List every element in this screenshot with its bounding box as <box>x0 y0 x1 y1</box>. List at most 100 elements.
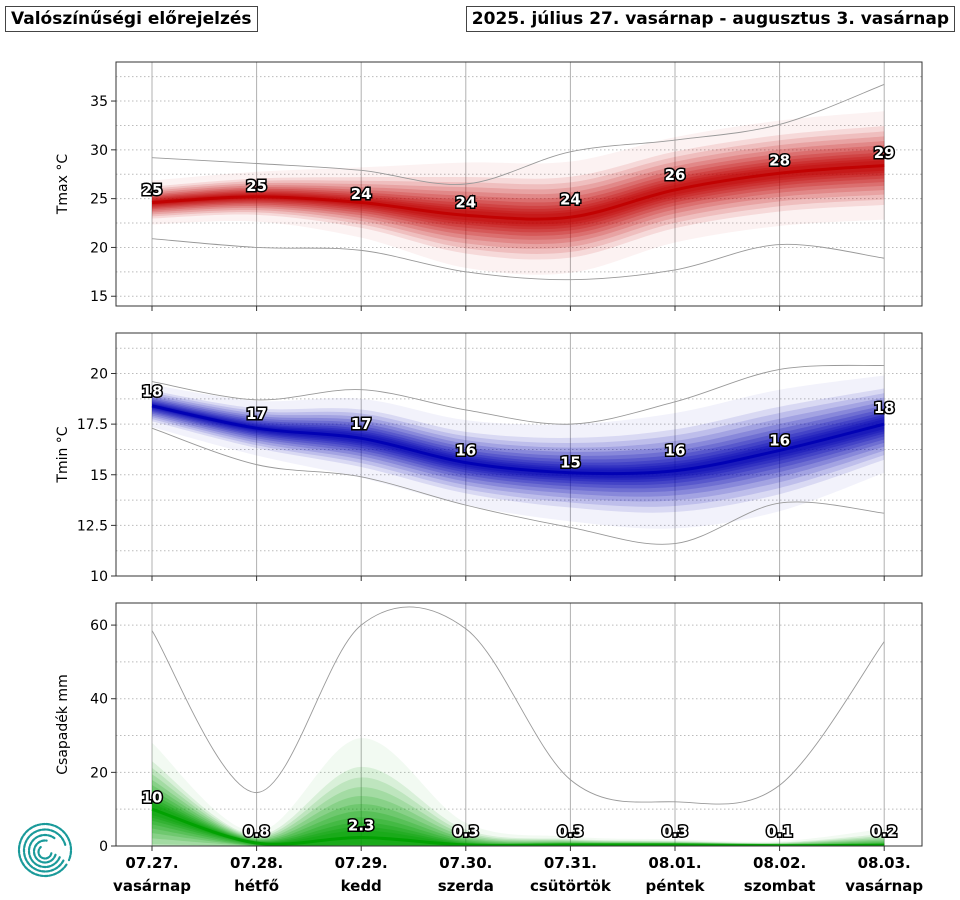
x-date-label: 07.31. <box>544 854 597 872</box>
x-date-label: 08.01. <box>648 854 701 872</box>
series-tmin <box>151 364 885 545</box>
y-tick-label: 35 <box>90 94 108 110</box>
y-axis-label: Tmin °C <box>55 426 71 483</box>
data-label: 18 <box>142 383 163 401</box>
probability-band <box>152 126 885 260</box>
y-tick-label: 25 <box>90 192 108 208</box>
y-tick-label: 60 <box>90 618 108 634</box>
probability-band <box>152 403 885 480</box>
logo-arc <box>32 839 57 864</box>
probability-band <box>152 140 885 245</box>
y-tick-label: 20 <box>90 765 108 781</box>
probability-band <box>152 789 885 846</box>
plot-frame <box>115 332 923 577</box>
band-haze <box>152 738 885 846</box>
plot-frame <box>115 602 923 847</box>
data-label: 0.2 <box>871 822 898 840</box>
probability-band <box>152 794 885 846</box>
logo-arc <box>22 828 67 873</box>
plot-area <box>116 603 922 846</box>
series-precip <box>151 606 885 846</box>
probability-band <box>152 160 885 225</box>
median-line <box>151 163 885 221</box>
x-day-label: csütörtök <box>530 877 612 895</box>
data-label: 18 <box>874 399 895 417</box>
panel-precip: 0 20 40 60 Csapadék mm 10 0.8 2.3 0.3 0.3 0.3 0.1 0.… <box>55 602 923 855</box>
logo-arc <box>37 845 53 860</box>
x-day-label: vasárnap <box>113 877 191 895</box>
y-tick-label: 17.5 <box>77 417 108 433</box>
x-date-label: 07.28. <box>230 854 283 872</box>
plot-area <box>116 333 922 576</box>
data-label: 10 <box>142 788 163 806</box>
probability-band <box>152 797 885 846</box>
forecast-period: 2025. július 27. vasárnap - augusztus 3.… <box>465 6 955 32</box>
probability-band <box>152 148 885 236</box>
data-label: 26 <box>665 166 686 184</box>
data-label: 24 <box>560 191 581 209</box>
data-label: 0.1 <box>766 822 793 840</box>
y-axis-label: Csapadék mm <box>55 674 71 774</box>
x-date-label: 07.30. <box>439 854 492 872</box>
y-tick-label: 0 <box>99 839 108 855</box>
x-date-label: 08.03. <box>858 854 911 872</box>
x-day-label: vasárnap <box>845 877 923 895</box>
plot-area <box>116 62 922 306</box>
plot-frame <box>115 61 923 307</box>
envelope-lower <box>151 427 885 545</box>
x-day-label: péntek <box>646 877 706 895</box>
x-day-label: kedd <box>341 877 382 895</box>
y-tick-label: 30 <box>90 143 108 159</box>
y-tick-label: 20 <box>90 367 108 383</box>
chart-title: Valószínűségi előrejelzés <box>5 6 258 32</box>
x-day-label: szerda <box>438 877 494 895</box>
probability-band <box>152 158 885 227</box>
probability-band <box>152 152 885 233</box>
probability-band <box>152 774 885 846</box>
spiral-logo-icon <box>17 822 73 878</box>
probability-band <box>152 392 885 507</box>
panel-tmin: 10 12.5 15 17.5 20 Tmin °C 18 17 17 16 15 16 16 18 <box>55 332 923 585</box>
envelope-upper <box>151 84 885 185</box>
probability-band <box>152 768 885 846</box>
probability-band <box>152 394 885 502</box>
probability-band <box>152 800 885 846</box>
data-label: 17 <box>246 405 267 423</box>
data-label: 0.3 <box>453 822 480 840</box>
probability-band <box>152 131 885 254</box>
data-label: 16 <box>769 431 790 449</box>
median-line <box>151 404 885 476</box>
panel-tmax: 15 20 25 30 35 Tmax °C 25 25 24 24 24 26 28 29 <box>55 61 923 311</box>
data-label: 0.3 <box>557 822 584 840</box>
probability-band <box>152 388 885 513</box>
x-day-label: hétfő <box>234 877 279 895</box>
probability-band <box>152 402 885 483</box>
y-tick-label: 20 <box>90 240 108 256</box>
x-date-label: 07.27. <box>125 854 178 872</box>
probability-band <box>152 400 885 486</box>
data-label: 15 <box>560 454 581 472</box>
probability-band <box>152 785 885 846</box>
probability-band <box>152 396 885 497</box>
y-tick-label: 10 <box>90 569 108 585</box>
x-date-label: 08.02. <box>753 854 806 872</box>
probability-band <box>152 398 885 493</box>
data-label: 25 <box>142 181 163 199</box>
data-label: 24 <box>351 185 372 203</box>
data-label: 2.3 <box>348 816 375 834</box>
data-label: 25 <box>246 177 267 195</box>
logo-arc <box>17 822 73 878</box>
band-haze <box>152 375 885 529</box>
probability-band <box>152 155 885 230</box>
y-tick-label: 12.5 <box>77 518 108 534</box>
series-tmax <box>151 84 885 281</box>
probability-band <box>152 779 885 846</box>
logo-arc <box>27 833 61 869</box>
data-label: 24 <box>455 194 476 212</box>
envelope-upper <box>151 364 885 425</box>
x-axis: 07.27. vasárnap 07.28. hétfő 07.29. kedd 07.30… <box>113 854 923 895</box>
data-label: 0.3 <box>662 822 689 840</box>
data-label: 16 <box>455 441 476 459</box>
data-label: 0.8 <box>243 822 270 840</box>
